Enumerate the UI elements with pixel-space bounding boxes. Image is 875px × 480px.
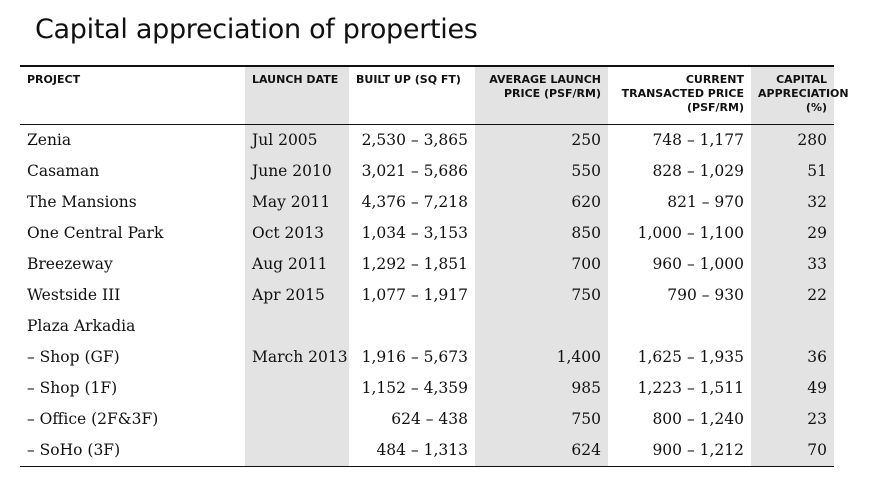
cell-average-launch-price: 624	[475, 434, 608, 466]
cell-average-launch-price: 985	[475, 372, 608, 404]
table-row: The Mansions May 2011 4,376 – 7,218 620 821 …	[20, 186, 834, 218]
cell-launch-date: Oct 2013	[245, 217, 349, 249]
table-row: Westside III Apr 2015 1,077 – 1,917 750 790 …	[20, 279, 834, 311]
cell-built-up	[349, 311, 475, 342]
cell-launch-date: Apr 2015	[245, 279, 349, 311]
page-title: Capital appreciation of properties	[35, 14, 478, 45]
cell-current-transacted-price: 960 – 1,000	[652, 255, 744, 273]
cell-project: Plaza Arkadia	[27, 317, 136, 335]
cell-current-transacted-price: 821 – 970	[667, 193, 744, 211]
table-row: Plaza Arkadia	[20, 310, 834, 342]
cell-project: One Central Park	[27, 224, 164, 242]
cell-average-launch-price: 750	[475, 279, 608, 311]
cell-launch-date: March 2013	[245, 341, 349, 373]
cell-capital-appreciation: 51	[751, 155, 834, 187]
cell-built-up: 1,077 – 1,917	[361, 286, 468, 304]
cell-project: Breezeway	[27, 255, 113, 273]
cell-average-launch-price: 620	[475, 186, 608, 218]
cell-project: – Office (2F&3F)	[27, 410, 159, 428]
cell-current-transacted-price	[608, 311, 751, 342]
table-row: One Central Park Oct 2013 1,034 – 3,153 850…	[20, 217, 834, 249]
cell-capital-appreciation: 29	[751, 217, 834, 249]
table-row: – SoHo (3F) 484 – 1,313 624 900 – 1,212 70	[20, 434, 834, 466]
cell-built-up: 1,152 – 4,359	[361, 379, 468, 397]
cell-launch-date: May 2011	[245, 186, 349, 218]
cell-launch-date: June 2010	[245, 155, 349, 187]
cell-current-transacted-price: 1,223 – 1,511	[637, 379, 744, 397]
cell-built-up: 1,034 – 3,153	[361, 224, 468, 242]
column-header-launch-date: LAUNCH DATE	[245, 66, 349, 124]
cell-launch-date	[245, 310, 349, 342]
cell-built-up: 484 – 1,313	[376, 441, 468, 459]
cell-current-transacted-price: 828 – 1,029	[652, 162, 744, 180]
cell-capital-appreciation: 70	[751, 434, 834, 466]
table-row: – Shop (1F) 1,152 – 4,359 985 1,223 – 1,511…	[20, 372, 834, 404]
cell-average-launch-price: 1,400	[475, 341, 608, 373]
cell-launch-date	[245, 372, 349, 404]
cell-built-up: 1,292 – 1,851	[361, 255, 468, 273]
table-header-row: PROJECT LAUNCH DATE BUILT UP (SQ FT) AVE…	[20, 66, 849, 124]
cell-current-transacted-price: 1,000 – 1,100	[637, 224, 744, 242]
cell-launch-date	[245, 434, 349, 466]
cell-current-transacted-price: 800 – 1,240	[652, 410, 744, 428]
cell-built-up: 1,916 – 5,673	[361, 348, 468, 366]
cell-capital-appreciation: 32	[751, 186, 834, 218]
properties-table: PROJECT LAUNCH DATE BUILT UP (SQ FT) AVE…	[20, 65, 849, 467]
cell-capital-appreciation: 280	[751, 124, 834, 156]
cell-built-up: 2,530 – 3,865	[361, 131, 468, 149]
cell-average-launch-price: 750	[475, 403, 608, 435]
cell-built-up: 624 – 438	[391, 410, 468, 428]
column-header-current-transacted-price: CURRENT TRANSACTED PRICE (PSF/RM)	[621, 73, 744, 114]
cell-current-transacted-price: 748 – 1,177	[652, 131, 744, 149]
table-row: – Shop (GF) March 2013 1,916 – 5,673 1,400 1…	[20, 341, 834, 373]
cell-project: – Shop (GF)	[27, 348, 120, 366]
table-row: Zenia Jul 2005 2,530 – 3,865 250 748 – 1,177…	[20, 124, 834, 156]
cell-capital-appreciation: 33	[751, 248, 834, 280]
column-header-built-up: BUILT UP (SQ FT)	[356, 73, 461, 86]
cell-average-launch-price	[475, 310, 608, 342]
cell-project: – SoHo (3F)	[27, 441, 121, 459]
cell-capital-appreciation: 23	[751, 403, 834, 435]
cell-average-launch-price: 250	[475, 124, 608, 156]
cell-capital-appreciation: 36	[751, 341, 834, 373]
cell-average-launch-price: 850	[475, 217, 608, 249]
cell-built-up: 4,376 – 7,218	[361, 193, 468, 211]
table-row: Casaman June 2010 3,021 – 5,686 550 828 – 1,…	[20, 155, 834, 187]
cell-project: – Shop (1F)	[27, 379, 118, 397]
cell-current-transacted-price: 900 – 1,212	[652, 441, 744, 459]
cell-project: Zenia	[27, 131, 72, 149]
cell-capital-appreciation: 49	[751, 372, 834, 404]
cell-current-transacted-price: 1,625 – 1,935	[637, 348, 744, 366]
cell-launch-date	[245, 403, 349, 435]
cell-built-up: 3,021 – 5,686	[361, 162, 468, 180]
column-header-project: PROJECT	[27, 73, 81, 86]
cell-project: The Mansions	[27, 193, 137, 211]
cell-project: Casaman	[27, 162, 100, 180]
column-header-capital-appreciation: CAPITAL APPRECIATION (%)	[751, 66, 849, 124]
cell-project: Westside III	[27, 286, 121, 304]
cell-average-launch-price: 550	[475, 155, 608, 187]
table-row: – Office (2F&3F) 624 – 438 750 800 – 1,240 2…	[20, 403, 834, 435]
table-row: Breezeway Aug 2011 1,292 – 1,851 700 960 – 1…	[20, 248, 834, 280]
cell-capital-appreciation	[751, 310, 834, 342]
cell-launch-date: Jul 2005	[245, 124, 349, 156]
cell-capital-appreciation: 22	[751, 279, 834, 311]
cell-current-transacted-price: 790 – 930	[667, 286, 744, 304]
cell-average-launch-price: 700	[475, 248, 608, 280]
cell-launch-date: Aug 2011	[245, 248, 349, 280]
column-header-average-launch-price: AVERAGE LAUNCH PRICE (PSF/RM)	[475, 66, 608, 124]
